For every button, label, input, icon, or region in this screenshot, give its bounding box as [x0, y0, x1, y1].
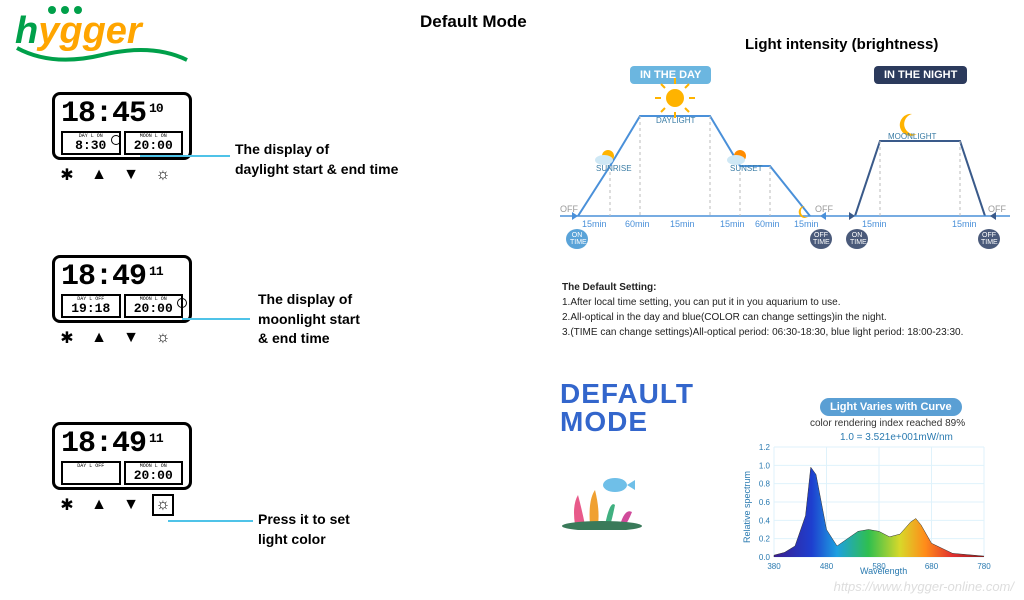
dur-3: 15min — [720, 219, 745, 229]
svg-text:1.2: 1.2 — [759, 443, 771, 452]
dur-1: 60min — [625, 219, 650, 229]
lcd-btn-3[interactable]: ☼ — [152, 494, 174, 516]
subtitle-right: Light intensity (brightness) — [745, 36, 938, 53]
spectrum-panel: Light Varies with Curve color rendering … — [740, 398, 1000, 578]
lcd-btn-0[interactable]: ✱ — [56, 164, 78, 186]
default-line-0: 1.After local time setting, you can put … — [562, 295, 1002, 310]
lcd-unit-1: 18:4911 DAY L OFF19:18 MOON L ON20:00 ✱ ▲… — [52, 255, 207, 349]
svg-text:0.2: 0.2 — [759, 535, 771, 544]
pointer-line-2 — [168, 520, 253, 522]
on-pill-day: ONTIME — [566, 229, 588, 249]
svg-text:680: 680 — [925, 562, 939, 571]
lcd-btn-1[interactable]: ▲ — [88, 494, 110, 516]
off-pill-night: OFFTIME — [978, 229, 1000, 249]
lbl-sunrise: SUNRISE — [596, 164, 632, 173]
lcd-right-box: MOON L ON20:00 — [124, 294, 184, 318]
lcd-btn-3[interactable]: ☼ — [152, 164, 174, 186]
lcd-btn-2[interactable]: ▼ — [120, 327, 142, 349]
lcd-btn-0[interactable]: ✱ — [56, 327, 78, 349]
off-pill-day: OFFTIME — [810, 229, 832, 249]
spectrum-xlabel: Wavelength — [860, 566, 907, 576]
svg-text:780: 780 — [977, 562, 991, 571]
lcd-annotation-1: The display ofmoonlight start& end time — [258, 290, 360, 349]
spectrum-subtitle: color rendering index reached 89% — [810, 418, 965, 429]
lcd-annotation-2: Press it to setlight color — [258, 510, 350, 549]
dur-5: 15min — [794, 219, 819, 229]
lcd-frame: 18:4911 DAY L OFF19:18 MOON L ON20:00 — [52, 255, 192, 323]
page-title: Default Mode — [420, 12, 527, 32]
default-mode-label: DEFAULTMODE — [560, 380, 694, 436]
lcd-annotation-0: The display ofdaylight start & end time — [235, 140, 398, 179]
dur-0: 15min — [582, 219, 607, 229]
intensity-graph: IN THE DAY IN THE NIGHT DAYLIGHT SUNRISE… — [560, 66, 1010, 246]
pointer-line-1 — [182, 318, 250, 320]
default-line-1: 2.All-optical in the day and blue(COLOR … — [562, 310, 1002, 325]
spectrum-chart: 380480580680780 0.00.20.40.60.81.01.2 — [740, 432, 1000, 577]
lcd-unit-0: 18:4510 DAY L ON8:30 MOON L ON20:00 ✱ ▲ ▼ ☼ — [52, 92, 207, 186]
lbl-sunset: SUNSET — [730, 164, 762, 173]
svg-text:380: 380 — [767, 562, 781, 571]
lcd-btn-1[interactable]: ▲ — [88, 327, 110, 349]
lcd-button-row: ✱ ▲ ▼ ☼ — [56, 164, 207, 186]
lbl-moonlight: MOONLIGHT — [888, 132, 936, 141]
svg-text:0.0: 0.0 — [759, 553, 771, 562]
lcd-right-box: MOON L ON20:00 — [124, 461, 184, 485]
watermark: https://www.hygger-online.com/ — [834, 579, 1014, 594]
default-setting-text: The Default Setting: 1.After local time … — [562, 280, 1002, 340]
lcd-button-row: ✱ ▲ ▼ ☼ — [56, 494, 207, 516]
logo-dots — [48, 6, 82, 14]
lcd-btn-2[interactable]: ▼ — [120, 494, 142, 516]
lcd-left-box: DAY L OFF — [61, 461, 121, 485]
lcd-time: 18:4911 — [61, 262, 183, 292]
svg-text:1.0: 1.0 — [759, 461, 771, 470]
dur-2: 15min — [670, 219, 695, 229]
default-line-2: 3.(TIME can change settings)All-optical … — [562, 325, 1002, 340]
sunrise-icon — [595, 150, 614, 165]
sunset-icon — [727, 150, 746, 165]
dur-7: 15min — [952, 219, 977, 229]
night-intensity-line — [855, 141, 985, 216]
lcd-button-row: ✱ ▲ ▼ ☼ — [56, 327, 207, 349]
lcd-btn-0[interactable]: ✱ — [56, 494, 78, 516]
default-heading: The Default Setting: — [562, 280, 1002, 295]
svg-text:0.8: 0.8 — [759, 480, 771, 489]
lcd-right-box: MOON L ON20:00 — [124, 131, 184, 155]
lcd-frame: 18:4510 DAY L ON8:30 MOON L ON20:00 — [52, 92, 192, 160]
lcd-time: 18:4510 — [61, 99, 183, 129]
logo-swoosh — [12, 45, 192, 70]
sun-icon — [666, 89, 684, 107]
pointer-line-0 — [140, 155, 230, 157]
off-right: OFF — [988, 204, 1006, 214]
svg-text:0.6: 0.6 — [759, 498, 771, 507]
lbl-daylight: DAYLIGHT — [656, 116, 695, 125]
off-mid: OFF — [815, 204, 833, 214]
on-pill-night: ONTIME — [846, 229, 868, 249]
lcd-btn-1[interactable]: ▲ — [88, 164, 110, 186]
lcd-time: 18:4911 — [61, 429, 183, 459]
spectrum-ylabel: Relative spectrum — [742, 471, 752, 543]
lcd-btn-2[interactable]: ▼ — [120, 164, 142, 186]
lcd-left-box: DAY L OFF19:18 — [61, 294, 121, 318]
dur-6: 15min — [862, 219, 887, 229]
lcd-btn-3[interactable]: ☼ — [152, 327, 174, 349]
svg-text:480: 480 — [820, 562, 834, 571]
coral-decoration — [560, 460, 650, 530]
lcd-frame: 18:4911 DAY L OFF MOON L ON20:00 — [52, 422, 192, 490]
lcd-unit-2: 18:4911 DAY L OFF MOON L ON20:00 ✱ ▲ ▼ ☼ — [52, 422, 207, 516]
dur-4: 60min — [755, 219, 780, 229]
off-left: OFF — [560, 204, 578, 214]
spectrum-badge: Light Varies with Curve — [820, 398, 962, 416]
svg-text:0.4: 0.4 — [759, 516, 771, 525]
